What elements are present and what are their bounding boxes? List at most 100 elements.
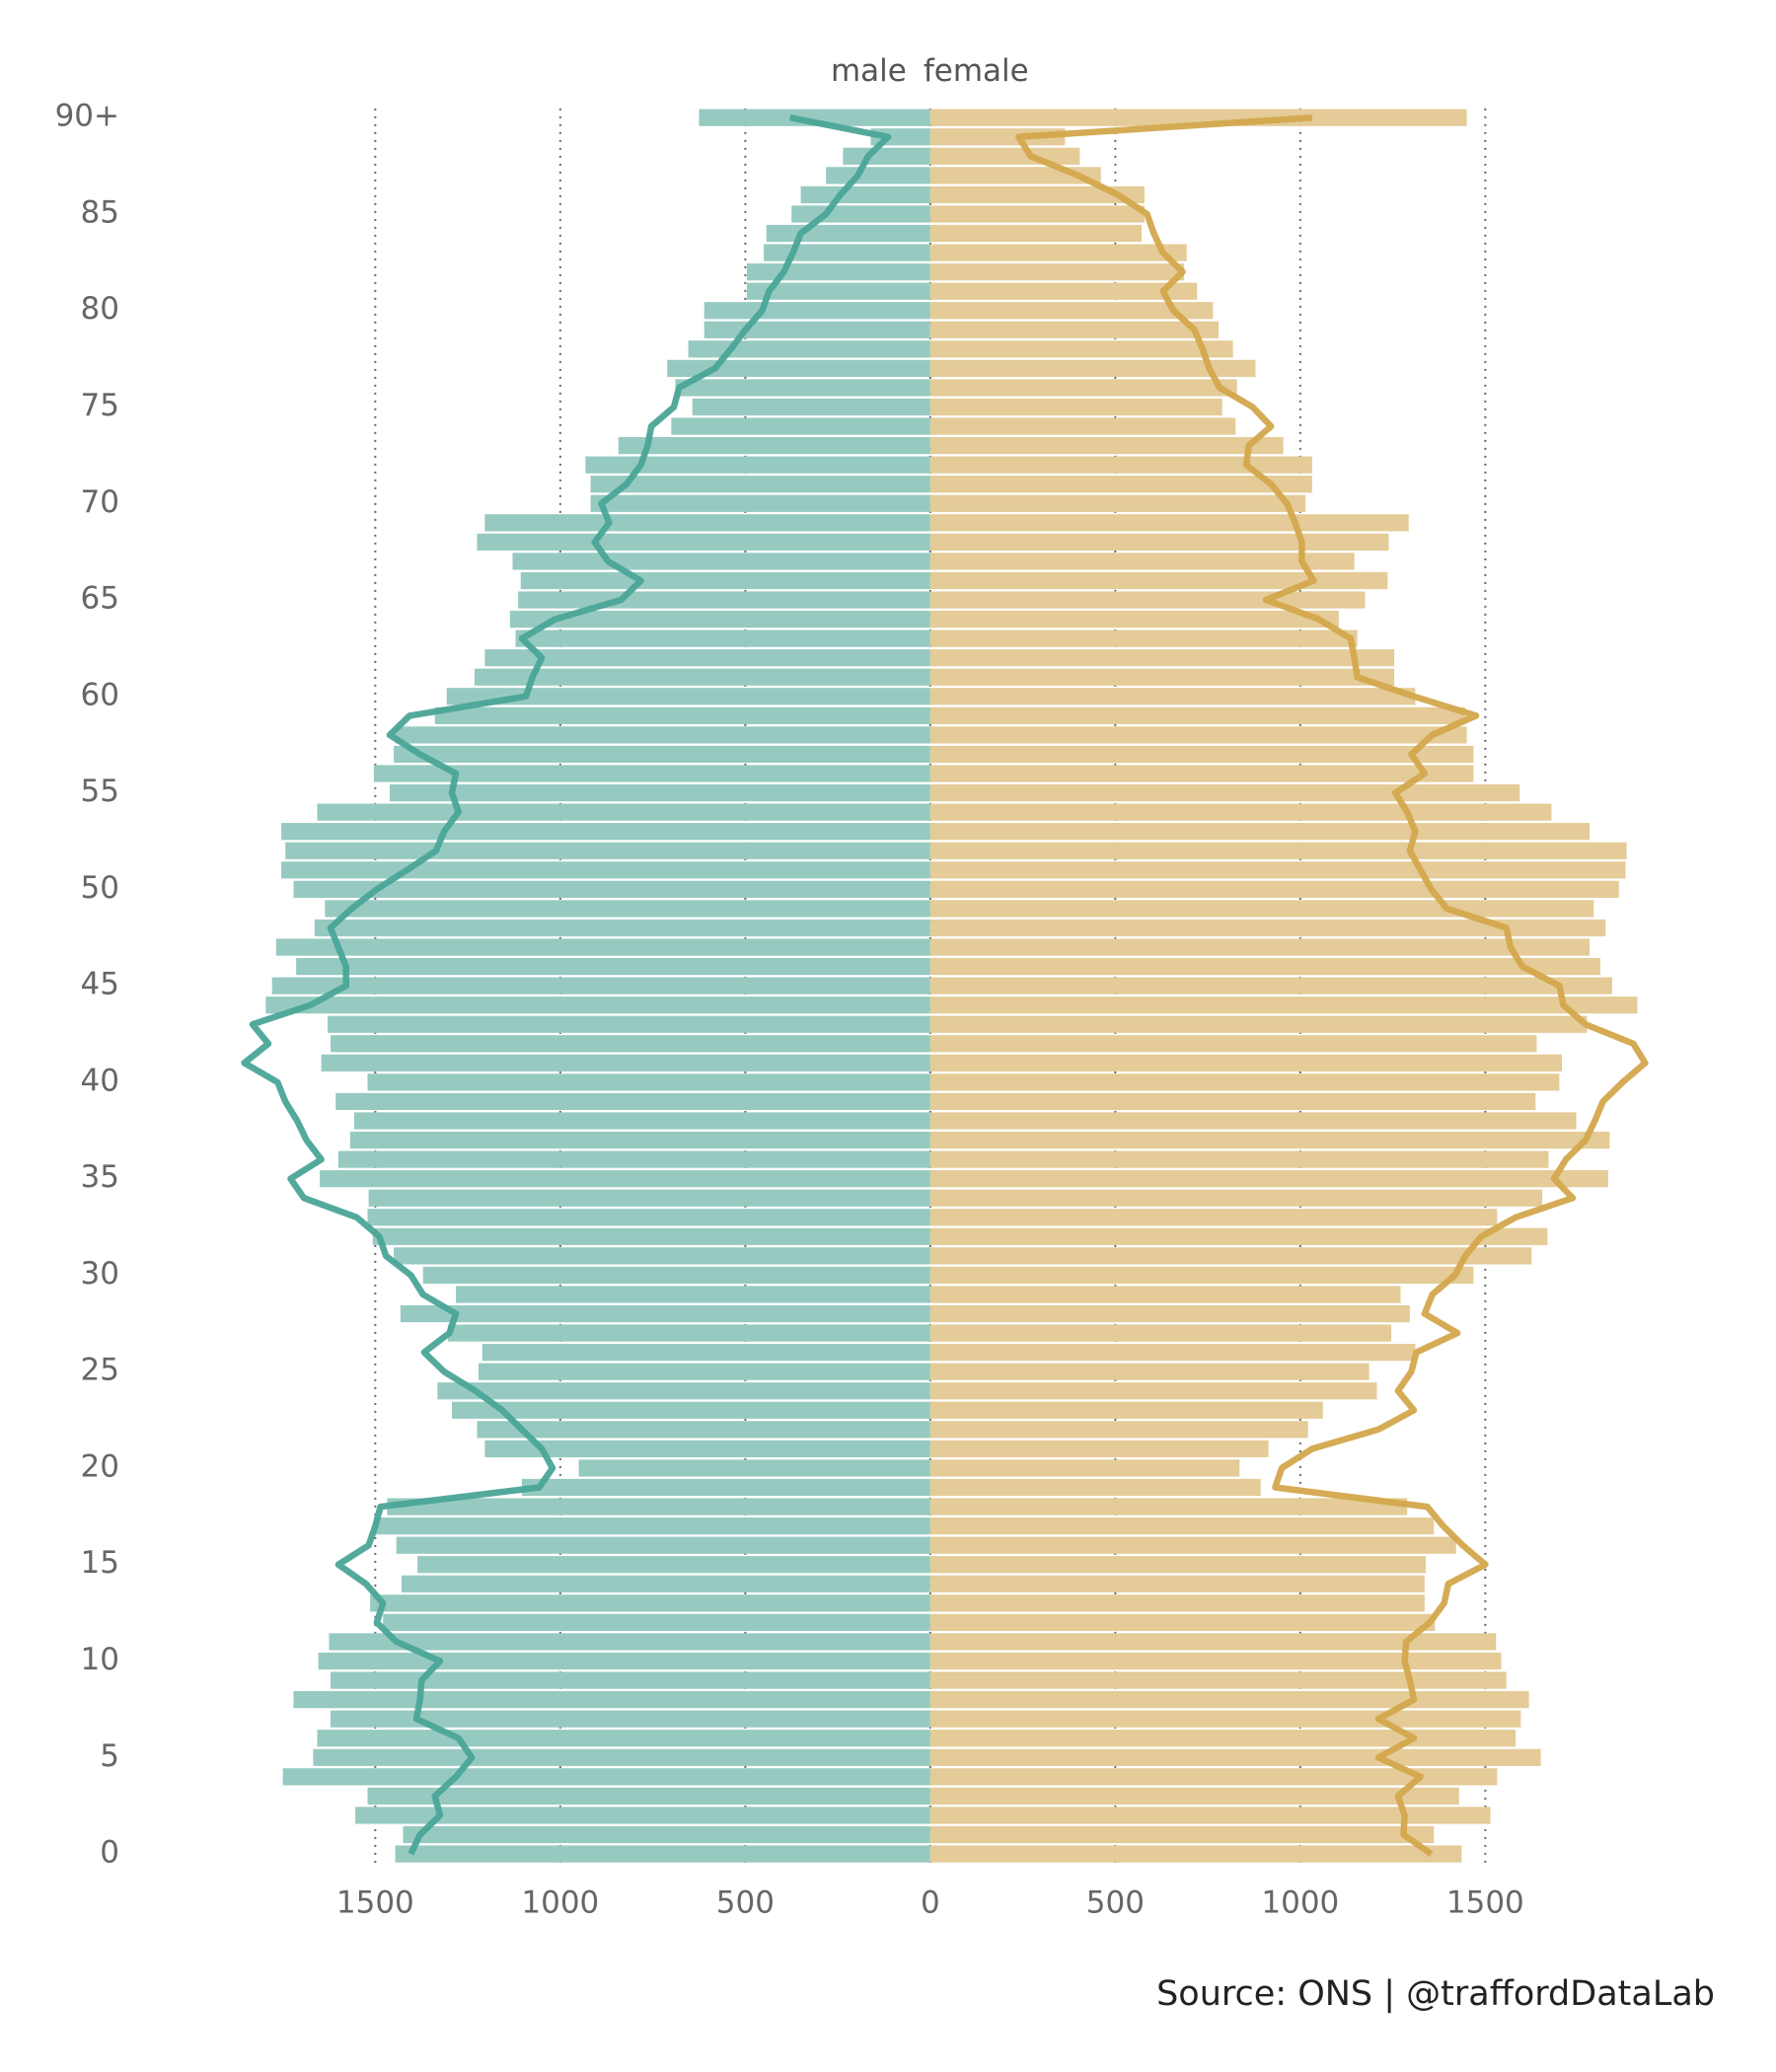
bar <box>929 688 1416 705</box>
bar <box>282 1768 930 1786</box>
bar <box>417 1556 930 1574</box>
bar <box>929 1671 1507 1689</box>
bar <box>929 282 1198 300</box>
bar <box>929 610 1339 629</box>
bar <box>387 1498 930 1516</box>
y-tick-label: 35 <box>81 1159 119 1195</box>
bar <box>929 147 1080 165</box>
bar <box>929 1189 1543 1207</box>
bar <box>320 1170 930 1188</box>
y-tick-label: 55 <box>81 774 119 809</box>
bar <box>843 147 930 165</box>
bar <box>355 1807 930 1824</box>
bar <box>929 1421 1308 1439</box>
bar <box>929 1556 1426 1574</box>
bar <box>929 823 1591 841</box>
bar <box>929 1035 1537 1053</box>
bar <box>394 1247 930 1265</box>
bar <box>929 1730 1517 1747</box>
bar <box>337 1150 930 1168</box>
bar <box>929 1112 1577 1130</box>
bar <box>590 494 930 512</box>
bar <box>929 244 1187 261</box>
bar <box>929 1787 1459 1805</box>
bar <box>929 1478 1261 1497</box>
bar <box>929 1324 1392 1342</box>
bar <box>367 1787 930 1805</box>
bar <box>929 1652 1502 1670</box>
bar <box>929 321 1219 338</box>
bar <box>318 1652 930 1670</box>
bar <box>929 1825 1435 1844</box>
y-tick-label: 40 <box>81 1063 119 1098</box>
bar <box>929 109 1467 126</box>
bar <box>929 167 1101 185</box>
bar <box>746 263 930 281</box>
bar <box>929 1690 1529 1709</box>
bar <box>285 842 930 859</box>
x-tick-label: 1500 <box>336 1885 414 1920</box>
bar <box>699 109 930 126</box>
bar <box>929 803 1552 821</box>
comparison-line <box>1015 113 1649 1857</box>
y-tick-label: 30 <box>81 1256 119 1292</box>
bar <box>929 1401 1323 1419</box>
bar <box>314 919 930 937</box>
bar <box>688 340 930 358</box>
bar <box>766 224 930 243</box>
bar <box>929 1344 1416 1362</box>
bar <box>329 1633 930 1651</box>
y-tick-label: 20 <box>81 1448 119 1484</box>
bar <box>403 1825 930 1844</box>
bar <box>929 1209 1498 1226</box>
bar <box>703 321 930 338</box>
bar <box>437 1382 930 1400</box>
bar <box>396 1536 930 1554</box>
bar <box>929 553 1355 570</box>
bar <box>929 128 1066 146</box>
bar <box>434 706 930 724</box>
bar <box>296 957 930 976</box>
bar <box>929 1170 1608 1188</box>
bar <box>929 417 1236 435</box>
y-tick-label: 70 <box>81 484 119 520</box>
bar <box>929 302 1214 320</box>
bar <box>367 1209 930 1226</box>
bar <box>929 1054 1562 1072</box>
bar <box>929 861 1626 879</box>
bar <box>281 823 930 841</box>
bar <box>929 1633 1497 1651</box>
bar <box>521 1478 930 1497</box>
bar <box>929 957 1600 976</box>
bar <box>929 1440 1269 1457</box>
bar <box>929 437 1284 455</box>
bar <box>703 302 930 320</box>
bar <box>275 938 930 956</box>
bar <box>929 880 1619 898</box>
bar <box>929 765 1474 782</box>
bar <box>929 1613 1436 1631</box>
bar <box>618 437 930 455</box>
bar <box>372 1227 930 1245</box>
bar <box>317 803 930 821</box>
bar <box>929 224 1142 243</box>
bar <box>929 1150 1549 1168</box>
bar <box>929 842 1627 859</box>
bar <box>281 861 930 879</box>
y-tick-label: 0 <box>100 1835 119 1871</box>
bar <box>590 476 930 493</box>
facet-title: female <box>924 53 1029 89</box>
bar <box>929 783 1520 802</box>
bar <box>265 997 930 1014</box>
bar <box>826 167 930 185</box>
bar <box>474 668 930 686</box>
bar <box>446 688 930 705</box>
y-tick-label: 5 <box>100 1739 119 1774</box>
x-tick-label: 1000 <box>1261 1885 1339 1920</box>
bar <box>791 205 930 223</box>
x-tick-label: 1500 <box>1446 1885 1524 1920</box>
bar <box>929 533 1389 551</box>
bar <box>368 1189 930 1207</box>
caption: Source: ONS | @traffordDataLab <box>1156 1974 1715 2014</box>
